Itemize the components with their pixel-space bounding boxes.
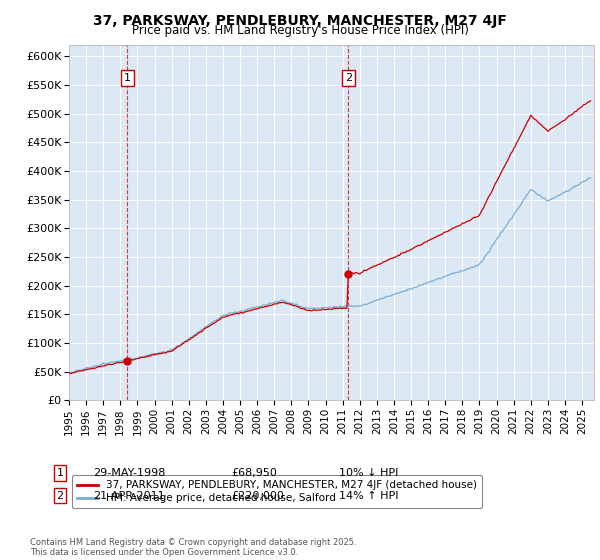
Text: 37, PARKSWAY, PENDLEBURY, MANCHESTER, M27 4JF: 37, PARKSWAY, PENDLEBURY, MANCHESTER, M2… bbox=[93, 14, 507, 28]
Text: 29-MAY-1998: 29-MAY-1998 bbox=[93, 468, 166, 478]
Text: £220,000: £220,000 bbox=[231, 491, 284, 501]
Text: Price paid vs. HM Land Registry's House Price Index (HPI): Price paid vs. HM Land Registry's House … bbox=[131, 24, 469, 37]
Text: 2: 2 bbox=[345, 73, 352, 83]
Text: 21-APR-2011: 21-APR-2011 bbox=[93, 491, 164, 501]
Legend: 37, PARKSWAY, PENDLEBURY, MANCHESTER, M27 4JF (detached house), HPI: Average pri: 37, PARKSWAY, PENDLEBURY, MANCHESTER, M2… bbox=[71, 475, 482, 508]
Text: 10% ↓ HPI: 10% ↓ HPI bbox=[339, 468, 398, 478]
Text: 14% ↑ HPI: 14% ↑ HPI bbox=[339, 491, 398, 501]
Text: £68,950: £68,950 bbox=[231, 468, 277, 478]
Text: 2: 2 bbox=[56, 491, 64, 501]
Text: 1: 1 bbox=[56, 468, 64, 478]
Text: 1: 1 bbox=[124, 73, 131, 83]
Text: Contains HM Land Registry data © Crown copyright and database right 2025.
This d: Contains HM Land Registry data © Crown c… bbox=[30, 538, 356, 557]
